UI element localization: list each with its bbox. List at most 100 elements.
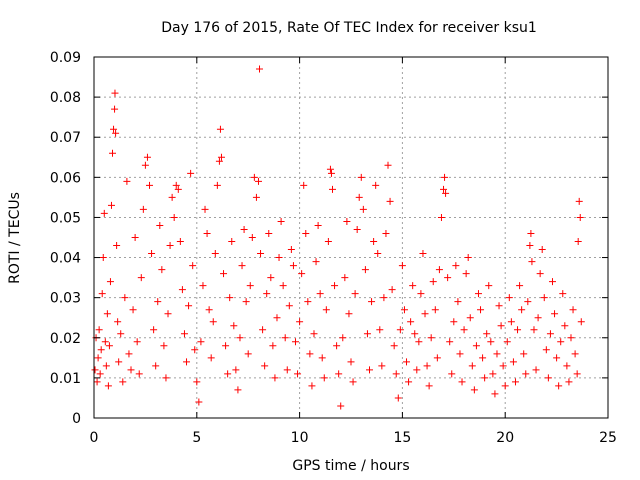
data-point xyxy=(296,318,304,326)
grid-lines xyxy=(94,57,608,418)
data-point xyxy=(374,250,382,258)
data-point xyxy=(160,342,168,350)
y-tick-label: 0.02 xyxy=(50,331,81,347)
data-point xyxy=(425,382,433,390)
data-point xyxy=(462,270,470,278)
data-point xyxy=(222,342,230,350)
x-tick-label: 0 xyxy=(90,430,99,446)
data-point xyxy=(417,290,425,298)
data-point xyxy=(102,362,110,370)
data-point xyxy=(407,318,415,326)
data-point xyxy=(236,334,244,342)
data-point xyxy=(433,354,441,362)
data-point xyxy=(509,358,517,366)
data-point xyxy=(392,370,400,378)
data-point xyxy=(101,338,109,346)
data-point xyxy=(368,298,376,306)
data-point xyxy=(294,370,302,378)
data-point xyxy=(224,370,232,378)
x-tick-label: 25 xyxy=(599,430,617,446)
data-point xyxy=(345,310,353,318)
data-point xyxy=(501,382,509,390)
data-point xyxy=(185,302,193,310)
data-point xyxy=(505,294,513,302)
data-point xyxy=(91,366,99,374)
data-point xyxy=(310,330,318,338)
data-point xyxy=(557,338,565,346)
data-point xyxy=(489,370,497,378)
data-point xyxy=(104,382,112,390)
data-point xyxy=(148,250,156,258)
data-point xyxy=(111,105,119,113)
data-point xyxy=(213,181,221,189)
data-point xyxy=(139,205,147,213)
data-point xyxy=(103,310,111,318)
data-point xyxy=(468,362,476,370)
data-point xyxy=(507,318,515,326)
data-point xyxy=(308,382,316,390)
data-point xyxy=(154,298,162,306)
data-point xyxy=(289,262,297,270)
data-point xyxy=(540,294,548,302)
data-point xyxy=(485,282,493,290)
data-point xyxy=(195,398,203,406)
data-point xyxy=(211,250,219,258)
data-point xyxy=(534,314,542,322)
data-point xyxy=(331,282,339,290)
data-point xyxy=(96,370,104,378)
axis-ticks: 0 5 10 15 20 25 0 0.01 0.02 0.03 0.04 0.05 0.06 0.07 0… xyxy=(50,50,617,446)
data-point xyxy=(427,334,435,342)
plot-frame xyxy=(93,56,609,419)
data-point xyxy=(429,278,437,286)
data-point xyxy=(530,326,538,334)
data-point xyxy=(497,322,505,330)
data-point xyxy=(127,366,135,374)
data-point xyxy=(123,177,131,185)
data-point xyxy=(121,294,129,302)
y-tick-label: 0.06 xyxy=(50,170,81,186)
data-point xyxy=(133,338,141,346)
data-point xyxy=(333,342,341,350)
data-point xyxy=(483,330,491,338)
data-point xyxy=(542,346,550,354)
y-tick-label: 0.03 xyxy=(50,291,81,307)
data-point xyxy=(168,193,176,201)
data-point xyxy=(450,318,458,326)
data-points xyxy=(91,65,585,410)
x-tick-label: 5 xyxy=(192,430,201,446)
y-tick-label: 0.05 xyxy=(50,210,81,226)
data-point xyxy=(460,326,468,334)
data-point xyxy=(559,290,567,298)
data-point xyxy=(544,374,552,382)
data-point xyxy=(170,213,178,221)
data-point xyxy=(322,306,330,314)
data-point xyxy=(150,326,158,334)
x-axis-label: GPS time / hours xyxy=(292,458,409,474)
data-point xyxy=(472,342,480,350)
y-tick-label: 0.09 xyxy=(50,50,81,66)
data-point xyxy=(277,217,285,225)
data-point xyxy=(527,229,535,237)
data-point xyxy=(271,374,279,382)
data-point xyxy=(555,382,563,390)
data-point xyxy=(378,362,386,370)
data-point xyxy=(283,366,291,374)
data-point xyxy=(98,290,106,298)
data-point xyxy=(265,229,273,237)
data-point xyxy=(575,197,583,205)
data-point xyxy=(470,386,478,394)
data-point xyxy=(261,362,269,370)
data-point xyxy=(228,238,236,246)
data-point xyxy=(300,181,308,189)
data-point xyxy=(448,370,456,378)
data-point xyxy=(100,209,108,217)
data-point xyxy=(335,370,343,378)
data-point xyxy=(156,221,164,229)
data-point xyxy=(246,282,254,290)
data-point xyxy=(528,258,536,266)
data-point xyxy=(256,65,264,73)
data-point xyxy=(353,225,361,233)
data-point xyxy=(281,334,289,342)
x-tick-label: 10 xyxy=(291,430,309,446)
data-point xyxy=(242,298,250,306)
